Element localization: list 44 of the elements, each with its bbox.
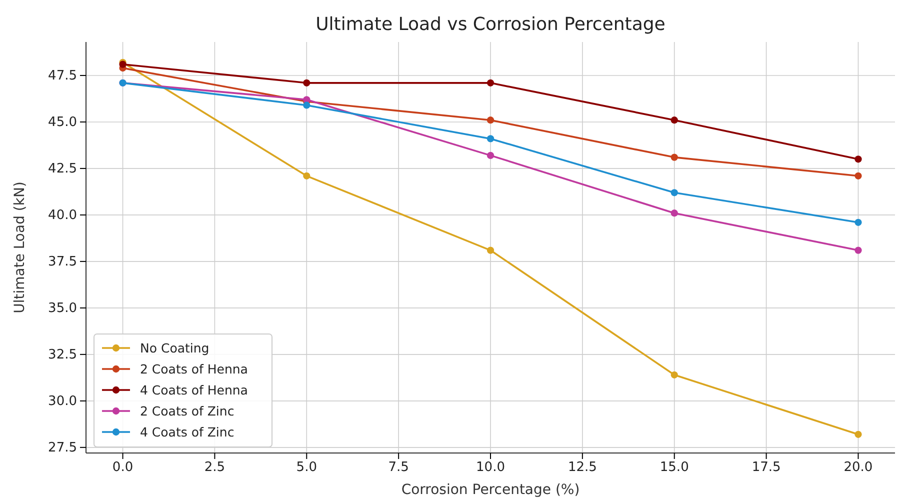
x-tick-label: 2.5	[204, 460, 226, 476]
x-tick-label: 17.5	[752, 460, 781, 476]
point	[303, 102, 310, 109]
y-axis-title: Ultimate Load (kN)	[12, 182, 28, 314]
point	[670, 189, 678, 196]
legend-label: 2 Coats of Zinc	[140, 404, 234, 418]
point	[486, 116, 494, 124]
point	[854, 172, 862, 180]
y-tick-label: 42.5	[48, 162, 77, 177]
y-tick-label: 35.0	[48, 301, 77, 316]
point	[670, 154, 678, 161]
point	[854, 430, 862, 438]
point	[854, 218, 862, 226]
point	[303, 172, 310, 180]
point	[486, 79, 494, 86]
x-tick-label: 15.0	[660, 460, 689, 476]
point	[486, 152, 494, 160]
y-tick-label: 45.0	[48, 115, 77, 130]
point	[854, 246, 862, 254]
y-tick-label: 32.5	[48, 348, 77, 363]
legend-label: 2 Coats of Henna	[140, 362, 248, 376]
y-tick-label: 30.0	[48, 394, 77, 410]
point	[303, 79, 310, 86]
y-tick-label: 47.5	[48, 68, 77, 84]
point	[486, 246, 494, 254]
x-tick-label: 5.0	[296, 460, 317, 476]
x-tick-label: 20.0	[844, 460, 873, 476]
x-tick-label: 10.0	[476, 460, 505, 476]
point	[670, 371, 678, 378]
y-tick-label: 40.0	[48, 208, 77, 224]
point	[486, 135, 494, 142]
x-tick-label: 12.5	[568, 460, 597, 476]
chart-title: Ultimate Load vs Corrosion Percentage	[316, 14, 666, 35]
legend-label: No Coating	[140, 340, 210, 356]
point	[854, 156, 862, 163]
point	[670, 210, 678, 217]
legend-label: 4 Coats of Henna	[140, 382, 248, 398]
x-axis-title: Corrosion Percentage (%)	[401, 482, 580, 498]
legend-label: 4 Coats of Zinc	[140, 424, 234, 440]
y-tick-label: 27.5	[48, 440, 77, 456]
x-tick-label: 7.5	[388, 460, 409, 476]
x-tick-label: 0.0	[112, 460, 134, 476]
point	[670, 116, 678, 124]
y-tick-label: 37.5	[48, 254, 77, 270]
